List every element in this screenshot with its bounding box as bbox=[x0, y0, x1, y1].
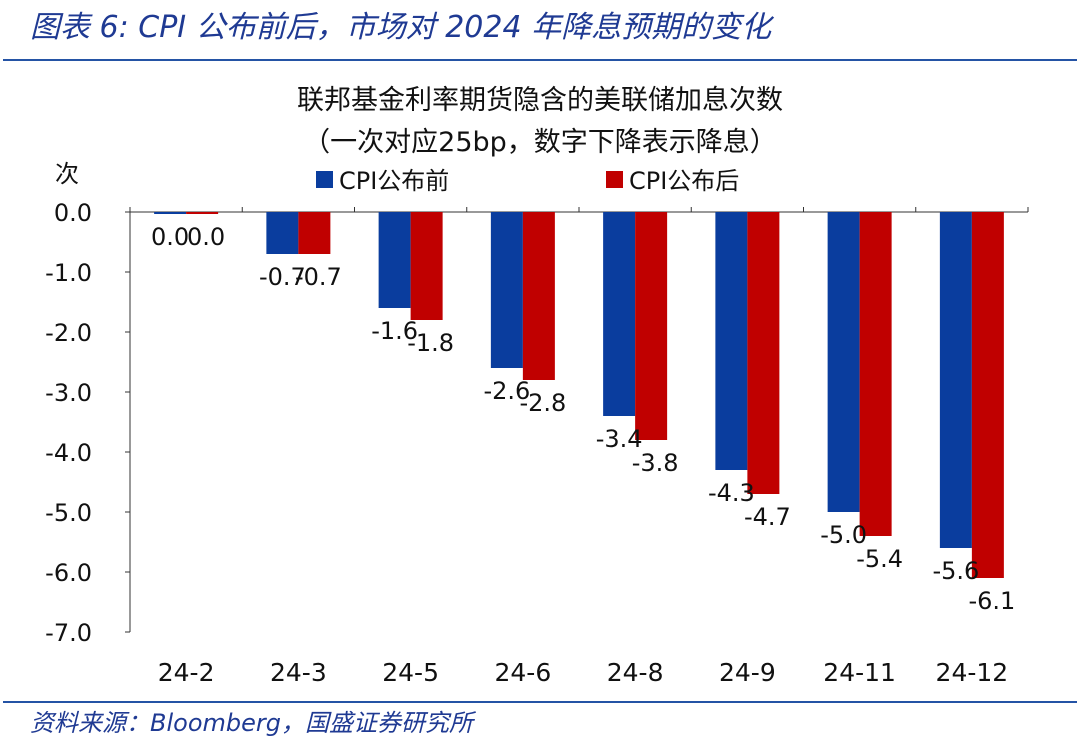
data-label-before: -1.6 bbox=[371, 317, 418, 345]
chart-title: 联邦基金利率期货隐含的美联储加息次数 bbox=[297, 85, 783, 116]
data-label-before: -3.4 bbox=[596, 425, 643, 453]
data-label-after: -4.7 bbox=[744, 503, 791, 531]
bar-after bbox=[410, 212, 443, 320]
x-tick-label: 24-9 bbox=[719, 658, 776, 687]
bar-before bbox=[154, 212, 187, 214]
x-tick-label: 24-3 bbox=[270, 658, 327, 687]
data-label-after: -1.8 bbox=[407, 329, 454, 357]
chart-subtitle: （一次对应25bp，数字下降表示降息） bbox=[303, 127, 777, 158]
bar-after bbox=[522, 212, 555, 380]
x-tick-label: 24-12 bbox=[936, 658, 1009, 687]
data-label-after: -6.1 bbox=[968, 587, 1015, 615]
bar-before bbox=[715, 212, 748, 470]
y-tick-label: -3.0 bbox=[45, 379, 92, 407]
bar-before bbox=[266, 212, 299, 254]
data-label-before: 0.0 bbox=[151, 223, 189, 251]
legend: CPI公布前 CPI公布后 bbox=[316, 167, 739, 195]
bar-layer bbox=[154, 212, 1004, 578]
y-tick-label: -1.0 bbox=[45, 259, 92, 287]
legend-swatch-after bbox=[606, 171, 623, 188]
x-tick-label: 24-8 bbox=[607, 658, 664, 687]
data-label-after: -0.7 bbox=[295, 263, 342, 291]
x-tick-label: 24-11 bbox=[823, 658, 896, 687]
y-axis-label: 次 bbox=[55, 160, 79, 188]
source-note: 资料来源：Bloomberg，国盛证券研究所 bbox=[30, 709, 473, 737]
axis-layer: 0.0 -1.0 -2.0 -3.0 -4.0 -5.0 -6.0 -7.0 次 24-2 24-3… bbox=[45, 160, 1029, 687]
bar-after bbox=[186, 212, 219, 214]
bar-before bbox=[603, 212, 636, 416]
data-label-after: -2.8 bbox=[519, 389, 566, 417]
y-tick-label: -6.0 bbox=[45, 559, 92, 587]
y-tick-label: -2.0 bbox=[45, 319, 92, 347]
bar-after bbox=[747, 212, 780, 494]
data-label-after: 0.0 bbox=[187, 223, 225, 251]
x-tick-label: 24-2 bbox=[158, 658, 215, 687]
bottom-rule bbox=[3, 701, 1077, 703]
bar-after bbox=[298, 212, 331, 254]
bar-after bbox=[859, 212, 892, 536]
legend-label-after: CPI公布后 bbox=[629, 167, 739, 195]
data-label-after: -3.8 bbox=[632, 449, 679, 477]
figure-title: 图表 6: CPI 公布前后，市场对 2024 年降息预期的变化 bbox=[30, 10, 772, 45]
x-tick-label: 24-6 bbox=[495, 658, 552, 687]
bar-before bbox=[939, 212, 972, 548]
bar-chart: 0.0 -1.0 -2.0 -3.0 -4.0 -5.0 -6.0 -7.0 次 24-2 24-3… bbox=[45, 160, 1029, 687]
data-label-before: -4.3 bbox=[708, 479, 755, 507]
y-tick-label: 0.0 bbox=[54, 199, 92, 227]
bar-before bbox=[490, 212, 523, 368]
bar-before bbox=[378, 212, 411, 308]
x-tick-label: 24-5 bbox=[382, 658, 439, 687]
y-tick-label: -7.0 bbox=[45, 619, 92, 647]
legend-label-before: CPI公布前 bbox=[339, 167, 449, 195]
data-label-before: -5.0 bbox=[820, 521, 867, 549]
y-tick-label: -5.0 bbox=[45, 499, 92, 527]
top-rule bbox=[3, 59, 1077, 61]
data-label-before: -0.7 bbox=[259, 263, 306, 291]
bar-before bbox=[827, 212, 860, 512]
y-tick-label: -4.0 bbox=[45, 439, 92, 467]
data-label-layer: 0.00.0 -0.7-0.7 -1.6-1.8 -2.6-2.8 -3.4-3.8 -4… bbox=[151, 223, 1015, 615]
data-label-before: -5.6 bbox=[932, 557, 979, 585]
data-label-before: -2.6 bbox=[483, 377, 530, 405]
bar-after bbox=[971, 212, 1004, 578]
legend-swatch-before bbox=[316, 171, 333, 188]
data-label-after: -5.4 bbox=[856, 545, 903, 573]
bar-after bbox=[635, 212, 668, 440]
